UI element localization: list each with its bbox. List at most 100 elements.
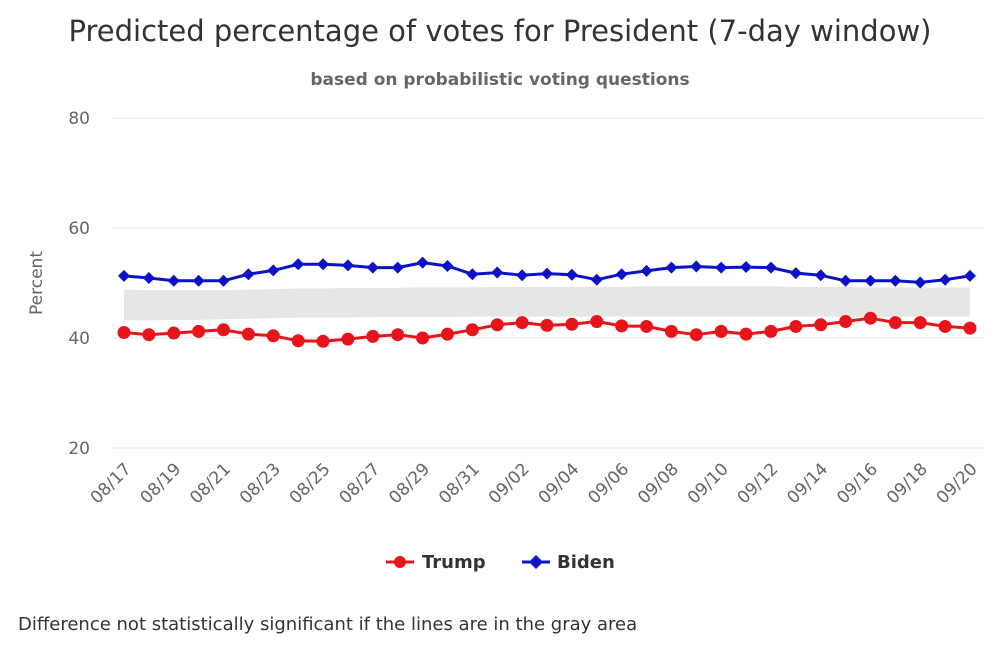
biden-point[interactable]: [516, 269, 529, 282]
footnote: Difference not statistically significant…: [18, 614, 638, 635]
trump-point[interactable]: [217, 323, 231, 337]
trump-point[interactable]: [341, 332, 355, 346]
biden-point[interactable]: [740, 261, 753, 274]
trump-point[interactable]: [565, 317, 579, 331]
x-tick-label: 09/18: [883, 459, 932, 508]
trump-point[interactable]: [590, 315, 604, 328]
x-tick-label: 08/27: [336, 459, 385, 508]
trump-point[interactable]: [192, 324, 206, 338]
legend-trump-label: Trump: [422, 552, 486, 573]
trump-point[interactable]: [714, 324, 728, 338]
biden-point[interactable]: [914, 276, 927, 289]
series-trump: [117, 311, 977, 348]
trump-point[interactable]: [739, 327, 753, 341]
chart: Predicted percentage of votes for Presid…: [27, 14, 985, 573]
x-tick-label: 09/16: [833, 459, 882, 508]
x-tick-label: 08/23: [236, 459, 285, 508]
biden-point[interactable]: [590, 273, 603, 286]
biden-point[interactable]: [839, 274, 852, 287]
biden-point[interactable]: [391, 261, 404, 274]
trump-point[interactable]: [863, 311, 877, 325]
biden-point[interactable]: [964, 269, 976, 282]
y-tick-label: 40: [68, 329, 90, 349]
trump-point[interactable]: [366, 329, 380, 343]
trump-point[interactable]: [615, 319, 629, 333]
biden-point[interactable]: [416, 256, 429, 269]
biden-point[interactable]: [267, 264, 280, 277]
x-tick-label: 09/20: [933, 459, 982, 508]
trump-point[interactable]: [664, 324, 678, 338]
biden-point[interactable]: [690, 260, 703, 273]
y-axis-label: Percent: [27, 251, 47, 315]
trump-point[interactable]: [789, 319, 803, 333]
trump-point[interactable]: [913, 316, 927, 330]
biden-point[interactable]: [317, 258, 330, 271]
biden-point[interactable]: [939, 273, 952, 286]
gray-band-area: [124, 286, 970, 321]
trump-point[interactable]: [938, 319, 952, 333]
biden-point[interactable]: [217, 274, 230, 287]
biden-point[interactable]: [565, 268, 578, 281]
trump-point[interactable]: [540, 318, 554, 332]
biden-point[interactable]: [466, 268, 479, 281]
trump-point[interactable]: [117, 326, 131, 339]
chart-title: Predicted percentage of votes for Presid…: [69, 14, 932, 48]
trump-point[interactable]: [490, 318, 504, 332]
trump-point[interactable]: [465, 323, 479, 337]
gridlines: [113, 117, 985, 449]
trump-point[interactable]: [241, 327, 255, 341]
legend: Trump Biden: [386, 552, 615, 573]
trump-point[interactable]: [142, 328, 156, 342]
trump-point[interactable]: [316, 334, 330, 348]
biden-point[interactable]: [366, 261, 379, 274]
trump-point[interactable]: [839, 315, 853, 328]
trump-point[interactable]: [266, 329, 280, 343]
biden-point[interactable]: [491, 266, 504, 279]
biden-point[interactable]: [814, 269, 827, 282]
trump-point[interactable]: [689, 328, 703, 342]
x-tick-label: 08/17: [87, 459, 136, 508]
trump-point[interactable]: [640, 319, 654, 333]
biden-point[interactable]: [541, 267, 553, 280]
biden-point[interactable]: [665, 261, 678, 274]
x-tick-label: 08/31: [435, 459, 484, 508]
biden-point[interactable]: [640, 264, 653, 277]
x-tick-label: 09/02: [485, 459, 534, 508]
biden-point[interactable]: [242, 268, 255, 281]
legend-biden-marker: [529, 555, 543, 569]
biden-point[interactable]: [864, 274, 877, 287]
trump-point[interactable]: [291, 334, 305, 348]
x-tick-label: 09/10: [684, 459, 733, 508]
biden-point[interactable]: [292, 258, 305, 271]
biden-point[interactable]: [441, 259, 454, 272]
trump-point[interactable]: [764, 324, 778, 338]
x-tick-label: 09/12: [734, 459, 783, 508]
legend-item-trump[interactable]: Trump: [386, 552, 486, 573]
trump-point[interactable]: [814, 318, 828, 332]
x-tick-label: 08/29: [385, 459, 434, 508]
biden-point[interactable]: [142, 272, 155, 285]
trump-point[interactable]: [888, 316, 902, 330]
biden-point[interactable]: [764, 261, 777, 274]
legend-item-biden[interactable]: Biden: [522, 552, 615, 573]
biden-point[interactable]: [118, 269, 130, 282]
series-biden: [118, 256, 976, 289]
trump-point[interactable]: [416, 331, 430, 345]
biden-point[interactable]: [192, 274, 205, 287]
biden-point[interactable]: [615, 268, 628, 281]
legend-trump-marker: [394, 556, 406, 568]
trump-point[interactable]: [167, 326, 181, 340]
trump-point[interactable]: [515, 316, 529, 330]
y-axis: 20 40 60 80: [68, 109, 90, 459]
legend-biden-label: Biden: [557, 552, 615, 573]
biden-point[interactable]: [889, 274, 902, 287]
y-tick-label: 80: [68, 109, 90, 129]
biden-point[interactable]: [167, 274, 180, 287]
trump-point[interactable]: [391, 328, 405, 342]
trump-point[interactable]: [963, 321, 977, 335]
biden-point[interactable]: [789, 267, 802, 280]
biden-point[interactable]: [341, 259, 354, 272]
x-tick-label: 08/21: [186, 459, 235, 508]
biden-point[interactable]: [715, 261, 728, 274]
trump-point[interactable]: [440, 327, 454, 341]
